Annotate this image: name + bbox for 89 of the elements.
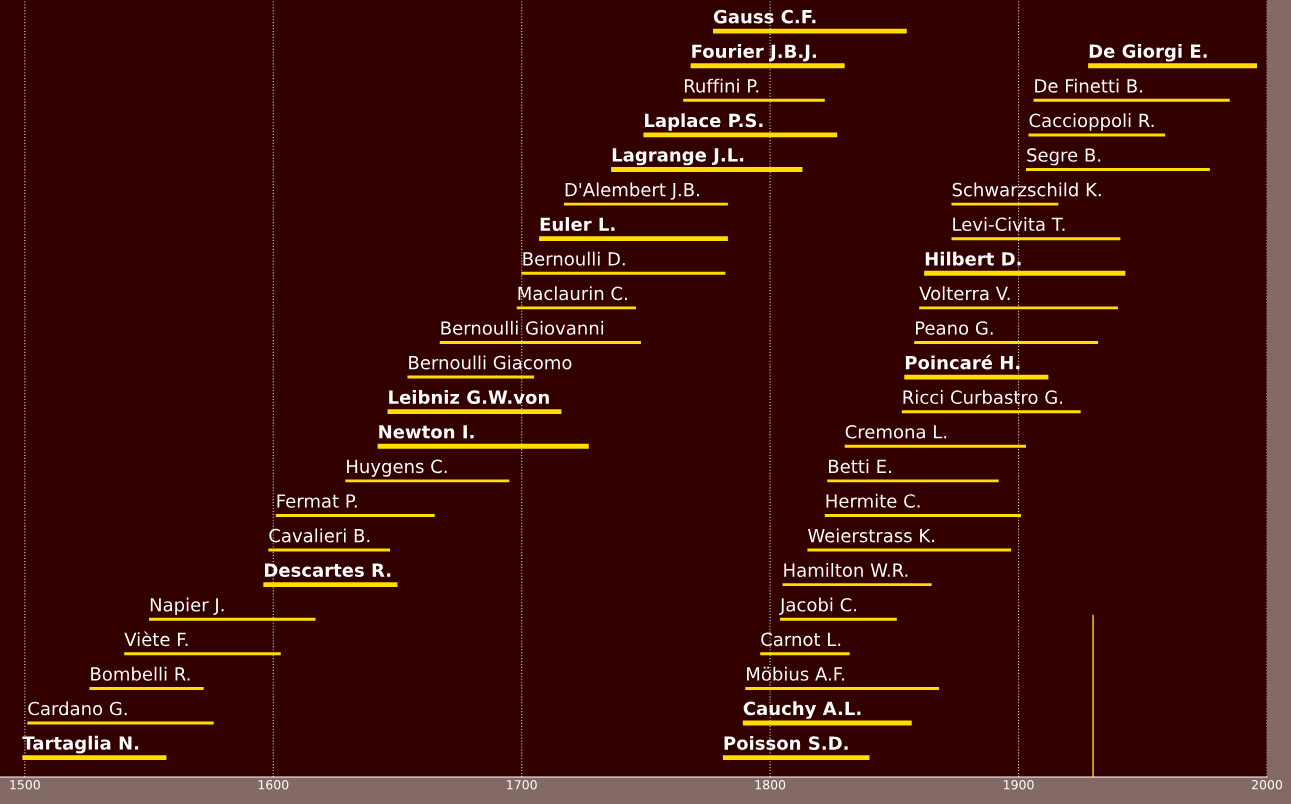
data-label: Descartes R. [264,563,391,577]
bar [439,341,641,344]
data-label: Newton I. [379,425,474,439]
data-label: Carnot L. [761,632,841,647]
data-label: Segre B. [1027,148,1101,166]
data-label: Lagrange J.L. [612,148,744,166]
data-label: Fourier J.B.J. [692,44,816,62]
data-label: Cremona L. [845,424,947,439]
x-tick-label: 1600 [258,779,289,790]
data-label: Weierstrass K. [807,528,934,543]
data-label: Hilbert D. [925,251,1021,266]
bar [387,409,562,415]
bar [275,513,435,517]
data-label: Volterra V. [919,286,1010,301]
x-tick-label: 1500 [10,779,40,790]
bar [124,652,281,656]
data-label: Napier J. [150,597,224,616]
bar [683,98,825,102]
data-label: Bombelli R. [91,666,190,681]
bar [901,410,1081,414]
bar [377,443,589,449]
data-label: Caccioppoli R. [1029,113,1154,131]
data-label: Cauchy A.L. [743,701,861,719]
bar [1028,133,1166,137]
data-label: Schwarzschild K. [952,182,1101,197]
bar [345,479,510,483]
data-label: Levi-Civita T. [953,217,1065,232]
data-label: De Finetti B. [1035,78,1142,93]
bar [924,270,1126,276]
bar [611,167,803,172]
bar [951,237,1121,241]
bar [643,132,838,138]
data-label: Euler L. [540,217,615,232]
bar [844,444,1027,448]
bar [690,63,845,69]
bar [914,341,1099,344]
bar [951,202,1059,206]
data-label: Poisson S.D. [724,735,848,750]
bar [760,652,850,656]
data-label: Gauss C.F. [713,9,816,24]
bar [149,617,316,621]
bar [89,686,204,690]
data-label: Leibniz G.W.von [389,390,549,405]
bar [407,375,535,379]
bar [919,306,1118,310]
bar [824,513,1022,517]
bar [745,686,940,690]
bar [521,271,726,275]
data-label: Hermite C. [826,493,920,508]
bar [563,202,728,206]
x-tick-label: 1800 [755,779,786,790]
bar [1033,98,1230,102]
bar [539,236,728,242]
data-label: Ricci Curbastro G. [903,390,1063,405]
x-tick-label: 2000 [1252,779,1283,790]
data-label: Hamilton W.R. [784,563,908,577]
data-label: Tartaglia N. [22,735,139,754]
bar [22,755,167,761]
data-label: Laplace P.S. [645,113,763,131]
data-label: Bernoulli Giacomo [409,355,572,370]
bar [780,617,897,621]
data-label: Betti E. [829,459,891,474]
data-label: Ruffini P. [684,78,759,93]
bar [807,548,1012,552]
x-tick-label: 1900 [1004,779,1034,790]
data-label: Peano G. [915,321,993,335]
bar [712,28,907,34]
data-label: Möbius A.F. [747,666,845,681]
bar [516,306,636,310]
data-label: Maclaurin C. [518,286,627,301]
bar [782,583,932,587]
data-label: Jacobi C. [779,597,857,615]
data-label: Fermat P. [277,494,357,508]
bar [1088,63,1258,69]
data-label: Cavalieri B. [269,528,370,543]
data-label: D'Alembert J.B. [565,182,699,200]
data-label: Poincaré H. [905,354,1020,370]
bar [263,582,398,588]
bar [268,548,391,552]
data-label: Bernoulli D. [523,251,625,266]
bar [1026,168,1210,171]
data-label: De Giorgi E. [1089,43,1207,62]
x-tick-label: 1700 [507,779,537,790]
data-label: Viète F. [124,631,188,647]
data-label: Huygens C. [347,459,447,477]
data-label: Bernoulli Giovanni [441,320,604,335]
data-label: Cardano G. [28,701,127,716]
bar [827,479,999,483]
bar [722,755,870,761]
